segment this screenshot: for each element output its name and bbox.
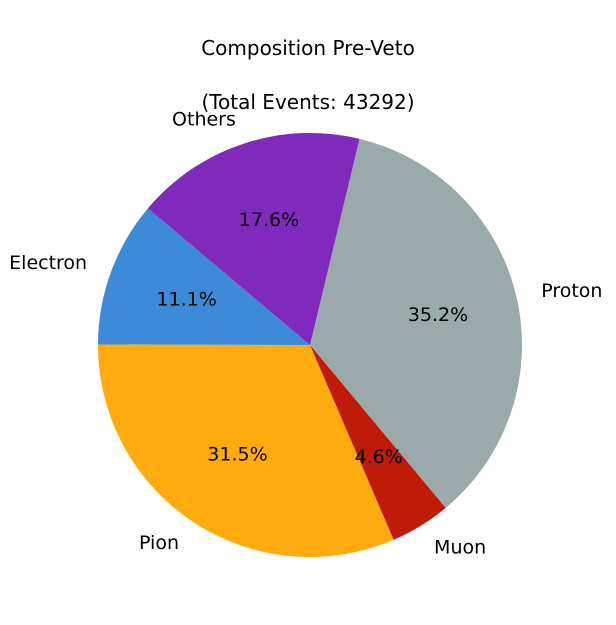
pie-slice-muon[interactable] (310, 345, 446, 540)
chart-title: Composition Pre-Veto (Total Events: 4329… (0, 8, 616, 143)
pie-wedges-group (97, 133, 522, 558)
pie-category-label-electron: Electron (9, 252, 87, 274)
chart-title-line-2: (Total Events: 43292) (201, 90, 415, 114)
pie-category-label-pion: Pion (139, 532, 179, 554)
pie-slice-proton[interactable] (310, 138, 522, 508)
pie-percent-label-electron: 11.1% (156, 289, 216, 311)
pie-slice-pion[interactable] (97, 344, 394, 558)
pie-slice-electron[interactable] (98, 208, 310, 345)
pie-percent-label-muon: 4.6% (355, 446, 403, 468)
pie-category-label-others: Others (172, 108, 236, 130)
pie-category-label-proton: Proton (541, 280, 602, 302)
pie-percent-labels-group: 35.2% 4.6% 31.5% 11.1% 17.6% (156, 209, 468, 468)
pie-percent-label-proton: 35.2% (408, 304, 468, 326)
pie-slice-others[interactable] (147, 133, 360, 345)
pie-category-label-muon: Muon (434, 536, 486, 558)
pie-category-labels-group: Proton Muon Pion Electron Others (9, 108, 602, 558)
pie-percent-label-others: 17.6% (239, 209, 299, 231)
chart-title-line-1: Composition Pre-Veto (201, 36, 415, 60)
pie-percent-label-pion: 31.5% (207, 444, 267, 466)
